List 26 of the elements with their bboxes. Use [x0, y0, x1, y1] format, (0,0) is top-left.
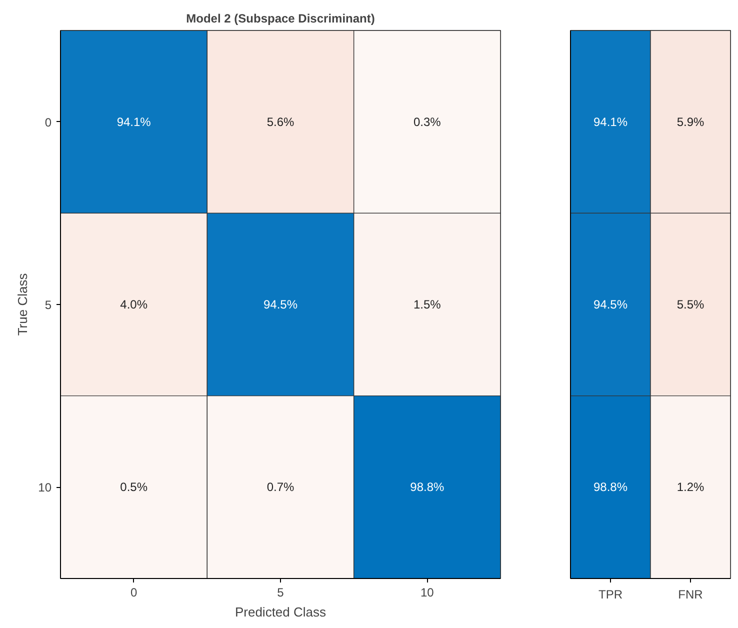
data-label: 5.5%: [676, 298, 705, 312]
data-label: 5.6%: [266, 114, 295, 129]
data-label: 94.1%: [593, 114, 628, 129]
x-axis-title: Predicted Class: [234, 604, 327, 620]
data-label: 94.5%: [263, 298, 298, 312]
y-axis-title: True Class: [15, 272, 30, 336]
data-label: 5.9%: [676, 114, 705, 129]
y-tick-label: 0: [44, 115, 52, 130]
data-label: 98.8%: [410, 480, 445, 494]
data-label: 0.7%: [266, 480, 295, 494]
data-label: 94.5%: [593, 298, 628, 312]
x-tick-label: FNR: [678, 588, 704, 602]
data-label: 98.8%: [593, 480, 628, 494]
x-tick-label: 0: [130, 586, 138, 600]
x-tick-label: 10: [420, 586, 434, 600]
data-label: 0.5%: [120, 480, 148, 494]
x-tick-label: TPR: [598, 588, 623, 602]
data-label: 1.2%: [676, 480, 705, 494]
data-label: 4.0%: [120, 298, 148, 312]
y-tick-label: 10: [38, 480, 52, 495]
data-label: 1.5%: [413, 298, 442, 312]
data-label: 0.3%: [413, 114, 442, 129]
x-tick-label: 5: [277, 586, 284, 600]
y-tick-label: 5: [44, 298, 52, 312]
data-label: 94.1%: [116, 114, 152, 129]
chart-title: Model 2 (Subspace Discriminant): [186, 12, 375, 26]
